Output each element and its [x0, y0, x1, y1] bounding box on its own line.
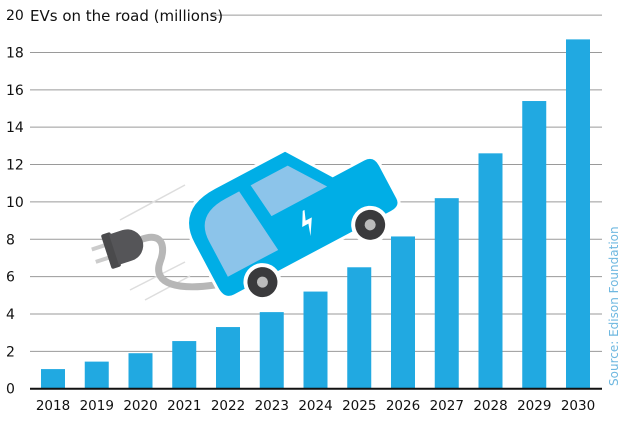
x-tick-label: 2020: [123, 398, 157, 414]
bar-2027: [434, 198, 459, 389]
x-tick-labels: 2018 2019 2020 2021 2022 2023 2024 2025 2026 2027…: [36, 398, 595, 414]
y-tick-label: 18: [6, 45, 24, 61]
electric-car-illustration: [91, 148, 401, 302]
x-tick-label: 2021: [167, 398, 201, 414]
x-tick-label: 2025: [342, 398, 376, 414]
x-tick-label: 2022: [211, 398, 245, 414]
y-tick-label: 20: [6, 8, 24, 24]
plug-cable: [138, 234, 216, 291]
speed-line: [144, 275, 191, 301]
chart-title: EVs on the road (millions): [30, 7, 223, 25]
plug-icon: [91, 229, 144, 269]
x-tick-label: 2019: [80, 398, 114, 414]
bar-2024: [303, 291, 328, 389]
bar-2021: [172, 341, 197, 389]
x-tick-label: 2023: [255, 398, 289, 414]
y-tick-label: 4: [6, 307, 15, 323]
x-tick-label: 2018: [36, 398, 70, 414]
y-tick-label: 2: [6, 344, 15, 360]
bar-2025: [347, 267, 372, 389]
y-tick-labels: 0 2 4 6 8 10 12 14 16 18 20: [6, 8, 24, 398]
y-tick-label: 16: [6, 83, 24, 99]
y-tick-label: 14: [6, 120, 24, 136]
y-tick-label: 8: [6, 232, 15, 248]
lightning-icon: [302, 209, 312, 237]
bar-2020: [128, 353, 153, 389]
y-tick-label: 0: [6, 382, 15, 398]
y-tick-label: 10: [6, 195, 24, 211]
y-tick-label: 12: [6, 158, 24, 174]
x-tick-label: 2028: [473, 398, 507, 414]
y-tick-label: 6: [6, 270, 15, 286]
x-tick-label: 2027: [430, 398, 464, 414]
bars: [41, 39, 590, 389]
bar-2028: [478, 153, 503, 389]
bar-2029: [522, 101, 547, 389]
x-tick-label: 2024: [298, 398, 332, 414]
bar-2030: [566, 39, 590, 389]
x-tick-label: 2026: [386, 398, 420, 414]
bar-2026: [391, 236, 415, 389]
car-body-icon: [185, 148, 401, 302]
x-tick-label: 2029: [517, 398, 551, 414]
bar-2022: [216, 327, 240, 389]
bar-2019: [84, 361, 109, 389]
bar-2023: [259, 312, 284, 389]
speed-line: [119, 184, 186, 221]
x-tick-label: 2030: [561, 398, 595, 414]
bar-2018: [41, 369, 65, 389]
source-note: Source: Edison Foundation: [607, 226, 621, 386]
